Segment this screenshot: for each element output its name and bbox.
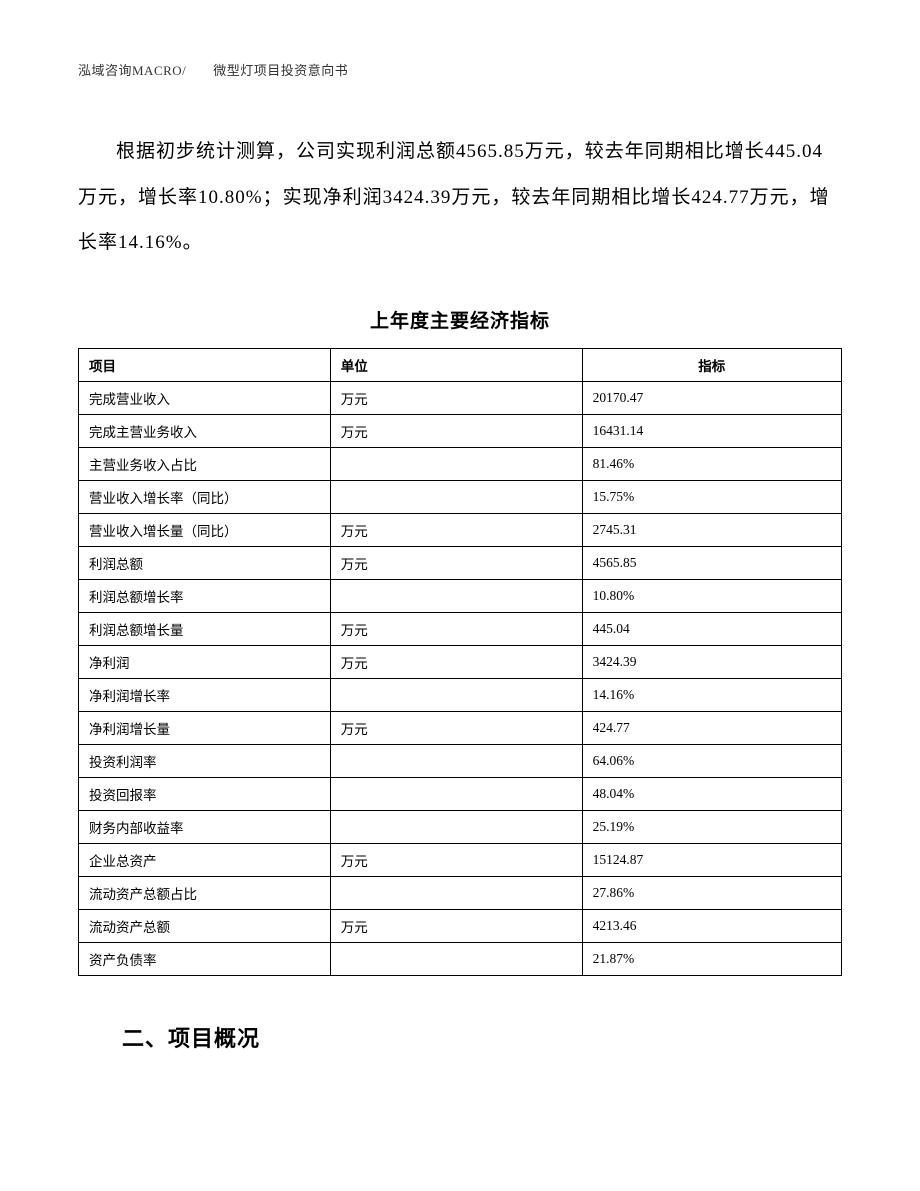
table-row: 流动资产总额占比 27.86% xyxy=(79,876,842,909)
table-cell: 主营业务收入占比 xyxy=(79,447,331,480)
table-cell: 万元 xyxy=(330,843,582,876)
table-title: 上年度主要经济指标 xyxy=(78,306,842,333)
table-cell: 20170.47 xyxy=(582,381,841,414)
table-cell: 4213.46 xyxy=(582,909,841,942)
table-row: 净利润万元3424.39 xyxy=(79,645,842,678)
column-header: 项目 xyxy=(79,348,331,381)
table-cell: 424.77 xyxy=(582,711,841,744)
table-cell: 万元 xyxy=(330,513,582,546)
table-cell: 48.04% xyxy=(582,777,841,810)
table-cell: 投资利润率 xyxy=(79,744,331,777)
table-row: 投资利润率 64.06% xyxy=(79,744,842,777)
table-cell: 利润总额增长率 xyxy=(79,579,331,612)
table-cell: 营业收入增长率（同比） xyxy=(79,480,331,513)
table-cell: 10.80% xyxy=(582,579,841,612)
table-header-row: 项目 单位 指标 xyxy=(79,348,842,381)
page-header: 泓域咨询MACRO/ 微型灯项目投资意向书 xyxy=(78,60,842,79)
table-cell: 15.75% xyxy=(582,480,841,513)
table-row: 净利润增长率 14.16% xyxy=(79,678,842,711)
table-cell: 净利润增长率 xyxy=(79,678,331,711)
table-cell: 完成主营业务收入 xyxy=(79,414,331,447)
table-row: 利润总额万元4565.85 xyxy=(79,546,842,579)
table-cell: 445.04 xyxy=(582,612,841,645)
table-cell xyxy=(330,810,582,843)
table-cell: 净利润 xyxy=(79,645,331,678)
body-paragraph: 根据初步统计测算，公司实现利润总额4565.85万元，较去年同期相比增长445.… xyxy=(78,129,842,266)
table-row: 主营业务收入占比 81.46% xyxy=(79,447,842,480)
table-cell: 81.46% xyxy=(582,447,841,480)
table-cell: 万元 xyxy=(330,414,582,447)
table-cell: 16431.14 xyxy=(582,414,841,447)
table-cell: 万元 xyxy=(330,711,582,744)
table-cell: 企业总资产 xyxy=(79,843,331,876)
table-row: 利润总额增长量万元445.04 xyxy=(79,612,842,645)
table-cell: 万元 xyxy=(330,645,582,678)
column-header: 指标 xyxy=(582,348,841,381)
table-cell: 万元 xyxy=(330,909,582,942)
table-cell: 利润总额 xyxy=(79,546,331,579)
table-row: 营业收入增长量（同比）万元2745.31 xyxy=(79,513,842,546)
table-cell: 3424.39 xyxy=(582,645,841,678)
table-row: 财务内部收益率 25.19% xyxy=(79,810,842,843)
table-cell: 营业收入增长量（同比） xyxy=(79,513,331,546)
table-row: 营业收入增长率（同比） 15.75% xyxy=(79,480,842,513)
table-cell: 14.16% xyxy=(582,678,841,711)
table-cell: 净利润增长量 xyxy=(79,711,331,744)
section-heading: 二、项目概况 xyxy=(78,1021,842,1053)
table-cell: 流动资产总额 xyxy=(79,909,331,942)
table-row: 净利润增长量万元424.77 xyxy=(79,711,842,744)
table-cell xyxy=(330,942,582,975)
column-header: 单位 xyxy=(330,348,582,381)
table-row: 完成主营业务收入万元16431.14 xyxy=(79,414,842,447)
table-cell: 投资回报率 xyxy=(79,777,331,810)
table-row: 利润总额增长率 10.80% xyxy=(79,579,842,612)
table-cell: 万元 xyxy=(330,546,582,579)
table-row: 企业总资产万元15124.87 xyxy=(79,843,842,876)
table-cell: 25.19% xyxy=(582,810,841,843)
table-cell xyxy=(330,777,582,810)
table-cell: 27.86% xyxy=(582,876,841,909)
table-row: 流动资产总额万元4213.46 xyxy=(79,909,842,942)
table-row: 资产负债率 21.87% xyxy=(79,942,842,975)
table-cell: 利润总额增长量 xyxy=(79,612,331,645)
table-cell xyxy=(330,876,582,909)
table-row: 投资回报率 48.04% xyxy=(79,777,842,810)
table-cell: 流动资产总额占比 xyxy=(79,876,331,909)
table-cell: 4565.85 xyxy=(582,546,841,579)
table-cell: 财务内部收益率 xyxy=(79,810,331,843)
economic-indicators-table: 项目 单位 指标 完成营业收入万元20170.47 完成主营业务收入万元1643… xyxy=(78,348,842,976)
table-cell: 21.87% xyxy=(582,942,841,975)
table-cell: 完成营业收入 xyxy=(79,381,331,414)
table-cell xyxy=(330,744,582,777)
table-cell: 15124.87 xyxy=(582,843,841,876)
table-cell xyxy=(330,480,582,513)
table-cell: 2745.31 xyxy=(582,513,841,546)
table-cell: 万元 xyxy=(330,612,582,645)
table-cell: 万元 xyxy=(330,381,582,414)
table-cell xyxy=(330,579,582,612)
table-cell xyxy=(330,678,582,711)
table-cell: 资产负债率 xyxy=(79,942,331,975)
table-row: 完成营业收入万元20170.47 xyxy=(79,381,842,414)
table-cell: 64.06% xyxy=(582,744,841,777)
table-body: 完成营业收入万元20170.47 完成主营业务收入万元16431.14 主营业务… xyxy=(79,381,842,975)
table-cell xyxy=(330,447,582,480)
